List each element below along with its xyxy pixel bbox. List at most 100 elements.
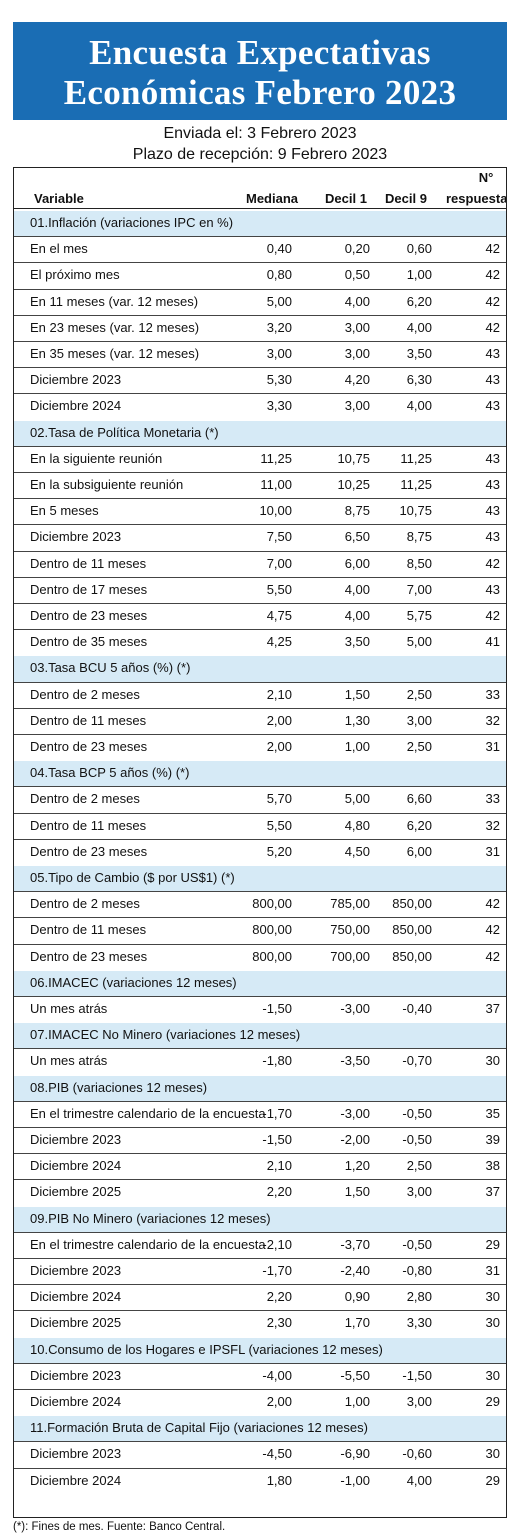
median-value: 5,00 (266, 293, 292, 309)
responses-value: 37 (485, 1184, 500, 1200)
median-value: 7,00 (266, 555, 292, 571)
decile1-value: -1,00 (340, 1472, 370, 1488)
table-row: Dentro de 35 meses 4,25 3,50 5,00 41 (14, 630, 506, 655)
median-value: 800,00 (252, 896, 292, 912)
decile1-value: 3,00 (344, 319, 370, 335)
median-value: 2,00 (266, 1394, 292, 1409)
decile9-value: -1,50 (402, 1367, 432, 1383)
median-value: 4,75 (266, 608, 292, 623)
median-value: 5,50 (266, 817, 292, 833)
responses-value: 29 (485, 1394, 500, 1409)
decile9-value: 7,00 (406, 581, 432, 597)
row-label: Dentro de 11 meses (30, 922, 147, 938)
median-value: 7,50 (266, 529, 292, 545)
section-header: 04.Tasa BCP 5 años (%) (*) (14, 761, 506, 788)
decile9-value: -0,50 (402, 1132, 432, 1147)
responses-value: 30 (485, 1367, 500, 1383)
median-value: 2,00 (266, 712, 292, 728)
row-label: Diciembre 2024 (30, 1289, 122, 1305)
row-label: Diciembre 2023 (30, 1367, 122, 1383)
decile1-value: 6,00 (344, 555, 370, 571)
table-row: Diciembre 2023 -1,50 -2,00 -0,50 39 (14, 1128, 506, 1155)
col-median: Mediana (246, 191, 299, 206)
col-decile9: Decil 9 (385, 191, 427, 206)
responses-value: 42 (485, 555, 500, 571)
responses-value: 42 (485, 241, 500, 257)
responses-value: 42 (485, 267, 500, 283)
table-row: En el trimestre calendario de la encuest… (14, 1233, 506, 1259)
decile1-value: -3,50 (340, 1053, 370, 1069)
decile1-value: -2,00 (340, 1132, 370, 1147)
median-value: -1,80 (262, 1053, 292, 1069)
table-row: Dentro de 11 meses 2,00 1,30 3,00 32 (14, 709, 506, 735)
table-row: En 23 meses (var. 12 meses) 3,20 3,00 4,00 4… (14, 316, 506, 342)
median-value: 5,50 (266, 581, 292, 597)
decile1-value: 1,70 (344, 1315, 370, 1331)
responses-value: 43 (485, 503, 500, 519)
responses-value: 29 (485, 1472, 500, 1488)
median-value: 5,70 (266, 791, 292, 807)
table-row: En 11 meses (var. 12 meses) 5,00 4,00 6,20 4… (14, 290, 506, 316)
median-value: 1,80 (266, 1472, 292, 1488)
responses-value: 31 (485, 843, 500, 859)
table-row: Diciembre 2024 2,10 1,20 2,50 38 (14, 1154, 506, 1181)
section-header: 01.Inflación (variaciones IPC en %) (14, 211, 506, 238)
decile9-value: 3,00 (406, 1394, 432, 1409)
table-row: Diciembre 2023 -1,70 -2,40 -0,80 31 (14, 1259, 506, 1286)
title-line-2: Económicas Febrero 2023 (63, 73, 457, 112)
decile1-value: -3,00 (340, 1105, 370, 1121)
decile1-value: 3,50 (344, 634, 370, 650)
decile1-value: 750,00 (330, 922, 370, 938)
section-title: 06.IMACEC (variaciones 12 meses) (30, 974, 237, 990)
median-value: 2,10 (266, 1158, 292, 1174)
table-row: Diciembre 2023 -4,50 -6,90 -0,60 30 (14, 1442, 506, 1469)
responses-value: 43 (485, 346, 500, 361)
table-row: En el mes 0,40 0,20 0,60 42 (14, 237, 506, 264)
col-variable: Variable (34, 191, 84, 206)
table-row: El próximo mes 0,80 0,50 1,00 42 (14, 263, 506, 290)
responses-value: 42 (485, 948, 500, 964)
section-header: 10.Consumo de los Hogares e IPSFL (varia… (14, 1337, 506, 1364)
decile1-value: 0,50 (344, 267, 370, 283)
median-value: 10,00 (259, 503, 292, 519)
decile9-value: 11,25 (400, 450, 432, 466)
section-header: 05.Tipo de Cambio ($ por US$1) (*) (14, 866, 506, 893)
decile9-value: 1,00 (406, 267, 432, 283)
section-header: 07.IMACEC No Minero (variaciones 12 mese… (14, 1023, 506, 1050)
row-label: Diciembre 2025 (30, 1184, 122, 1200)
row-label: Diciembre 2023 (30, 372, 122, 388)
decile9-value: 2,50 (406, 1158, 432, 1174)
table-row: Diciembre 2024 1,80 -1,00 4,00 29 (14, 1469, 506, 1494)
table-row: Dentro de 17 meses 5,50 4,00 7,00 43 (14, 578, 506, 604)
section-title: 03.Tasa BCU 5 años (%) (*) (30, 660, 191, 676)
table-row: Diciembre 2023 5,30 4,20 6,30 43 (14, 368, 506, 395)
decile9-value: 2,50 (406, 739, 432, 754)
survey-table: Variable Mediana Decil 1 Decil 9 N° resp… (13, 167, 507, 1518)
median-value: -1,50 (262, 1132, 292, 1147)
median-value: 5,30 (266, 372, 292, 388)
median-value: 11,00 (260, 477, 292, 492)
median-value: 5,20 (266, 843, 292, 859)
decile9-value: 4,00 (406, 398, 432, 414)
row-label: En 35 meses (var. 12 meses) (30, 346, 200, 361)
row-label: En el trimestre calendario de la encuest… (30, 1105, 266, 1121)
median-value: 2,20 (266, 1184, 292, 1200)
table-row: En 35 meses (var. 12 meses) 3,00 3,00 3,50 4… (14, 342, 506, 369)
title-line-1: Encuesta Expectativas (89, 33, 431, 72)
decile1-value: 1,00 (344, 739, 370, 754)
decile9-value: 4,00 (406, 1472, 432, 1488)
decile9-value: -0,50 (402, 1236, 432, 1252)
footnote: (*): Fines de mes. Fuente: Banco Central… (13, 1521, 226, 1533)
responses-value: 33 (485, 686, 500, 702)
decile9-value: 850,00 (392, 948, 432, 964)
table-row: Un mes atrás -1,80 -3,50 -0,70 30 (14, 1049, 506, 1074)
responses-value: 43 (485, 529, 500, 545)
decile9-value: 4,00 (406, 319, 432, 335)
table-row: Diciembre 2025 2,20 1,50 3,00 37 (14, 1180, 506, 1205)
median-value: -1,70 (262, 1105, 292, 1121)
decile1-value: 700,00 (330, 948, 370, 964)
table-row: Diciembre 2024 2,20 0,90 2,80 30 (14, 1285, 506, 1312)
decile1-value: 10,75 (337, 450, 370, 466)
col-responses-symbol: N° (478, 170, 494, 185)
decile1-value: 4,00 (344, 293, 370, 309)
